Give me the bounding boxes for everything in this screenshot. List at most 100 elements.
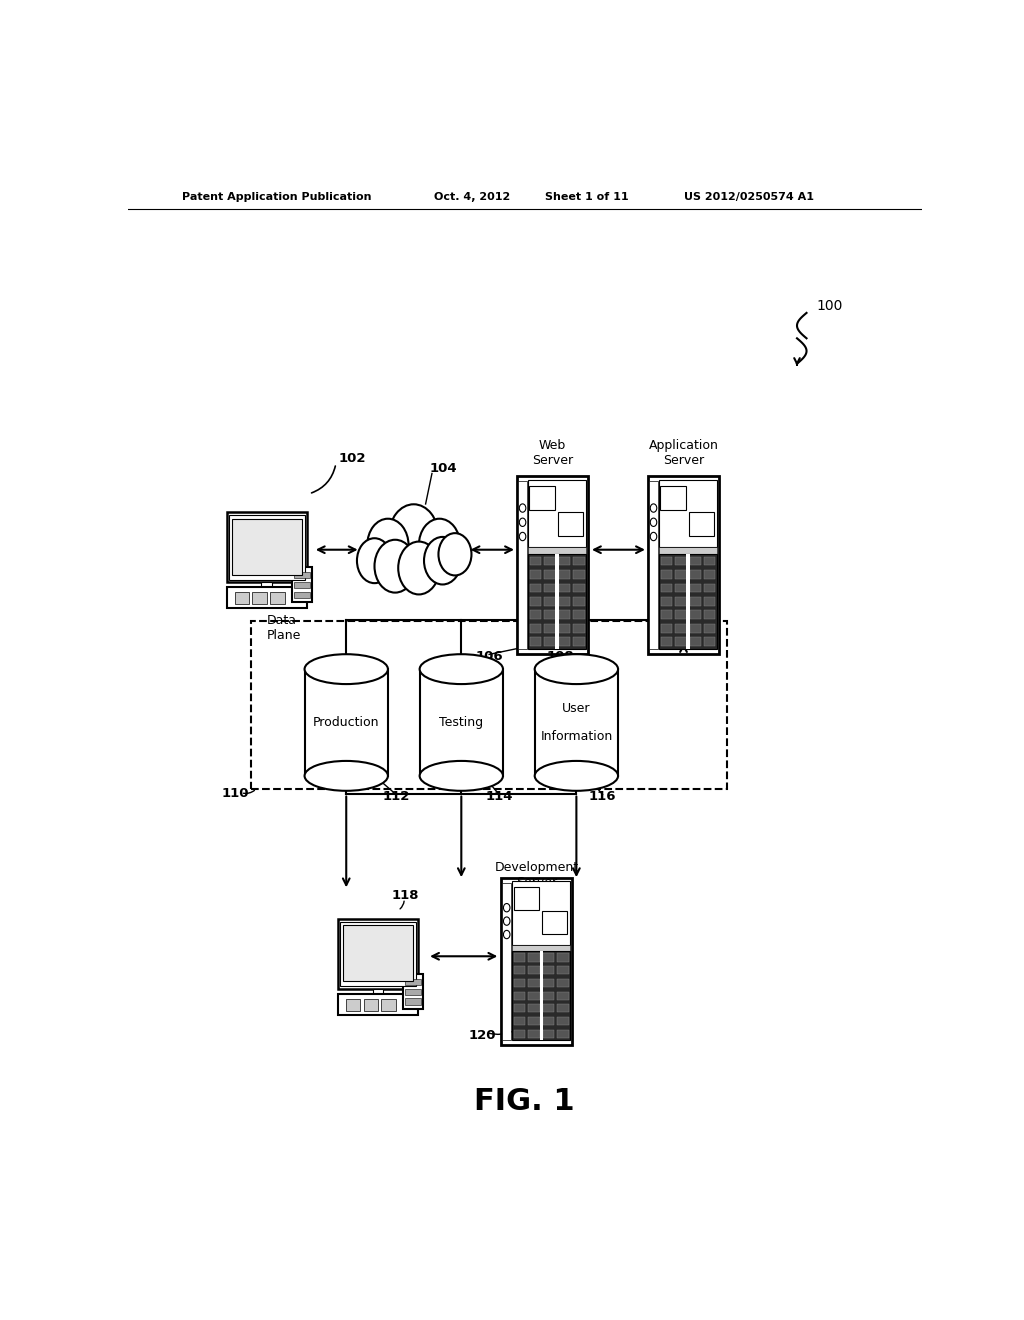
FancyBboxPatch shape	[660, 583, 672, 593]
Circle shape	[650, 504, 656, 512]
Text: Application
Server: Application Server	[648, 440, 719, 467]
Circle shape	[375, 540, 416, 593]
FancyBboxPatch shape	[512, 880, 570, 945]
FancyBboxPatch shape	[559, 597, 570, 606]
FancyBboxPatch shape	[517, 477, 588, 653]
FancyBboxPatch shape	[675, 597, 686, 606]
FancyBboxPatch shape	[294, 582, 309, 589]
Text: Network: Network	[386, 548, 441, 561]
Text: 112: 112	[383, 791, 410, 803]
FancyBboxPatch shape	[381, 999, 395, 1011]
FancyBboxPatch shape	[514, 979, 525, 987]
Circle shape	[438, 533, 471, 576]
FancyBboxPatch shape	[557, 1016, 568, 1026]
FancyBboxPatch shape	[705, 638, 716, 645]
FancyBboxPatch shape	[659, 479, 717, 548]
FancyBboxPatch shape	[514, 1030, 525, 1038]
FancyBboxPatch shape	[514, 966, 525, 974]
FancyBboxPatch shape	[543, 1005, 554, 1012]
FancyBboxPatch shape	[528, 554, 586, 648]
FancyBboxPatch shape	[346, 999, 360, 1011]
FancyBboxPatch shape	[705, 610, 716, 619]
FancyBboxPatch shape	[528, 966, 540, 974]
FancyBboxPatch shape	[559, 570, 570, 578]
FancyBboxPatch shape	[404, 989, 421, 995]
FancyBboxPatch shape	[559, 638, 570, 645]
Text: Testing: Testing	[439, 715, 483, 729]
FancyBboxPatch shape	[404, 978, 421, 985]
Circle shape	[504, 931, 510, 939]
FancyBboxPatch shape	[690, 610, 701, 619]
FancyBboxPatch shape	[294, 591, 309, 598]
FancyBboxPatch shape	[543, 979, 554, 987]
FancyBboxPatch shape	[528, 1016, 540, 1026]
FancyBboxPatch shape	[675, 570, 686, 578]
FancyBboxPatch shape	[557, 966, 568, 974]
FancyBboxPatch shape	[573, 557, 585, 565]
FancyBboxPatch shape	[573, 638, 585, 645]
FancyBboxPatch shape	[529, 638, 541, 645]
Text: Development
Server: Development Server	[495, 861, 579, 888]
FancyBboxPatch shape	[503, 883, 511, 1040]
FancyBboxPatch shape	[660, 638, 672, 645]
FancyBboxPatch shape	[420, 669, 503, 776]
FancyBboxPatch shape	[373, 989, 383, 994]
Text: 102: 102	[338, 451, 366, 465]
FancyBboxPatch shape	[557, 1005, 568, 1012]
FancyBboxPatch shape	[338, 994, 418, 1015]
FancyBboxPatch shape	[649, 482, 657, 648]
FancyBboxPatch shape	[253, 593, 267, 605]
Text: Patent Application Publication: Patent Application Publication	[182, 191, 372, 202]
Circle shape	[504, 917, 510, 925]
Text: Information: Information	[541, 730, 612, 743]
FancyBboxPatch shape	[689, 512, 714, 536]
FancyBboxPatch shape	[545, 624, 556, 632]
FancyBboxPatch shape	[402, 974, 423, 1008]
FancyBboxPatch shape	[529, 570, 541, 578]
Circle shape	[504, 903, 510, 912]
FancyBboxPatch shape	[231, 519, 302, 574]
FancyBboxPatch shape	[545, 597, 556, 606]
FancyBboxPatch shape	[675, 624, 686, 632]
Circle shape	[519, 532, 526, 541]
FancyBboxPatch shape	[675, 557, 686, 565]
FancyBboxPatch shape	[528, 1005, 540, 1012]
FancyBboxPatch shape	[535, 669, 618, 776]
FancyBboxPatch shape	[705, 570, 716, 578]
FancyBboxPatch shape	[545, 570, 556, 578]
FancyBboxPatch shape	[690, 624, 701, 632]
FancyBboxPatch shape	[529, 624, 541, 632]
FancyBboxPatch shape	[559, 583, 570, 593]
FancyBboxPatch shape	[660, 610, 672, 619]
Text: 120: 120	[469, 1030, 497, 1041]
FancyBboxPatch shape	[529, 610, 541, 619]
FancyBboxPatch shape	[559, 557, 570, 565]
FancyBboxPatch shape	[675, 610, 686, 619]
FancyBboxPatch shape	[528, 1030, 540, 1038]
FancyBboxPatch shape	[675, 638, 686, 645]
FancyBboxPatch shape	[557, 1030, 568, 1038]
Text: 114: 114	[485, 791, 513, 803]
FancyBboxPatch shape	[528, 548, 586, 556]
Circle shape	[389, 504, 438, 568]
FancyBboxPatch shape	[338, 919, 418, 989]
Text: 108: 108	[547, 649, 574, 663]
FancyBboxPatch shape	[660, 624, 672, 632]
FancyBboxPatch shape	[573, 583, 585, 593]
FancyBboxPatch shape	[529, 583, 541, 593]
FancyBboxPatch shape	[514, 1016, 525, 1026]
FancyBboxPatch shape	[501, 878, 572, 1045]
Text: Data
Plane: Data Plane	[267, 614, 301, 642]
FancyBboxPatch shape	[404, 998, 421, 1005]
FancyBboxPatch shape	[573, 570, 585, 578]
Circle shape	[650, 517, 656, 527]
FancyBboxPatch shape	[234, 593, 249, 605]
FancyBboxPatch shape	[559, 624, 570, 632]
Circle shape	[650, 532, 656, 541]
FancyBboxPatch shape	[529, 597, 541, 606]
FancyBboxPatch shape	[545, 638, 556, 645]
FancyBboxPatch shape	[543, 991, 554, 999]
Text: Oct. 4, 2012: Oct. 4, 2012	[433, 191, 510, 202]
FancyBboxPatch shape	[573, 597, 585, 606]
Text: Production: Production	[313, 715, 380, 729]
